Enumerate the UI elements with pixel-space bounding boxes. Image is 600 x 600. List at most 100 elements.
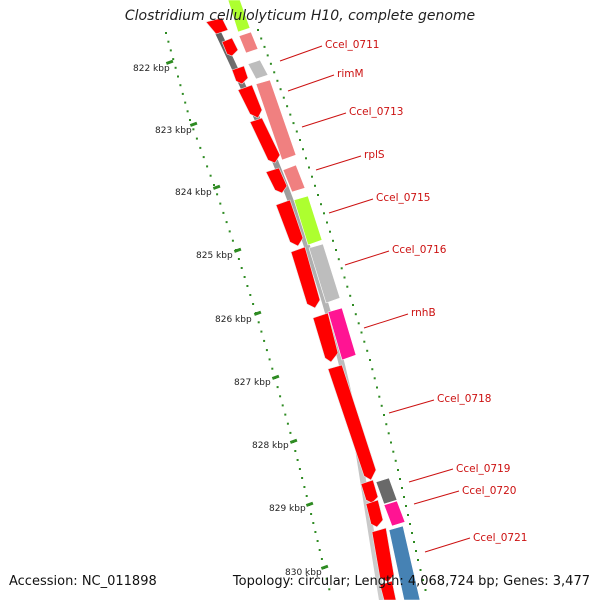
scale-dot (269, 62, 272, 65)
scale-dot (332, 239, 334, 242)
gene-label-0713[interactable]: Ccel_0713 (349, 106, 403, 118)
cds-arrow-0[interactable] (205, 17, 229, 35)
tick-mark-829 (305, 501, 314, 507)
gene-box-0711[interactable] (238, 31, 259, 54)
scale-dot (314, 184, 316, 187)
scale-dot (337, 258, 340, 261)
scale-dot (411, 532, 413, 534)
scale-dot (172, 58, 175, 61)
gene-box-rnhb[interactable] (327, 307, 357, 361)
accession-text: Accession: NC_011898 (9, 574, 157, 589)
gene-label-0716[interactable]: Ccel_0716 (392, 244, 447, 256)
scale-dot (286, 422, 289, 425)
cds-arrow-6[interactable] (275, 199, 304, 247)
gene-label-0719[interactable]: Ccel_0719 (456, 463, 510, 475)
gene-box-0720[interactable] (383, 500, 406, 527)
cds-arrow-4[interactable] (249, 117, 281, 164)
scale-dot (216, 193, 219, 196)
gene-label-rpls[interactable]: rplS (364, 149, 385, 161)
cds-arrow-3[interactable] (237, 84, 263, 119)
scale-dot (403, 496, 405, 498)
scale-dot (397, 469, 399, 471)
scale-dot (354, 313, 357, 316)
scale-dot (292, 122, 295, 125)
cds-arrow-7[interactable] (290, 246, 321, 309)
scale-dot (294, 450, 297, 452)
gene-label-0721[interactable]: Ccel_0721 (473, 532, 527, 544)
scale-dot (268, 358, 271, 361)
scale-dot (349, 294, 352, 297)
cds-arrow-9[interactable] (327, 364, 377, 481)
cds-arrow-12[interactable] (371, 527, 395, 583)
scale-dot (407, 514, 409, 516)
gene-label-0711[interactable]: Ccel_0711 (325, 39, 379, 51)
scale-dot (320, 558, 323, 560)
gene-box-0716[interactable] (308, 243, 341, 304)
callout-lines (279, 45, 471, 553)
scale-dot (303, 486, 306, 488)
tick-label-822: 822 kbp (133, 64, 170, 74)
scale-dot (289, 431, 292, 434)
tick-mark-825 (233, 247, 242, 253)
scale-dot (302, 148, 304, 151)
scale-dot (213, 184, 215, 186)
scale-dot (243, 276, 246, 278)
scale-dot (222, 211, 225, 214)
scale-dot (305, 495, 308, 497)
cds-arrow-2[interactable] (231, 65, 249, 85)
scale-dot (390, 441, 392, 444)
tick-mark-824 (212, 184, 221, 190)
scale-dot (184, 101, 187, 104)
scale-dot (373, 377, 376, 380)
callout-0711 (279, 45, 323, 62)
tick-mark-826 (253, 310, 262, 316)
scale-dot (177, 75, 179, 78)
cds-arrow-5[interactable] (265, 167, 288, 194)
scale-dot (174, 66, 177, 69)
scale-dot (343, 276, 346, 279)
scale-dot (189, 119, 191, 121)
tick-label-825: 825 kbp (196, 251, 233, 261)
page-title: Clostridium cellulolyticum H10, complete… (124, 8, 476, 24)
scale-dot (363, 340, 366, 343)
scale-dot (263, 45, 266, 48)
gene-box-top-green[interactable] (227, 0, 251, 33)
cds-arrow-13[interactable] (379, 580, 397, 600)
gene-box-rpls[interactable] (282, 164, 306, 193)
scale-dot (273, 71, 276, 74)
cds-arrow-1[interactable] (221, 37, 239, 57)
callout-0719 (408, 468, 454, 483)
scale-dot (415, 550, 417, 552)
scale-dot (369, 359, 371, 361)
cds-arrow-11[interactable] (365, 499, 384, 528)
gene-label-rnhb[interactable]: rnhB (411, 307, 436, 319)
gene-label-rimm[interactable]: rimM (337, 68, 364, 80)
scale-dot (335, 249, 337, 251)
gene-label-0718[interactable]: Ccel_0718 (437, 393, 491, 405)
gene-box-rimm[interactable] (247, 59, 269, 80)
scale-dot (240, 267, 243, 269)
scale-dot (225, 221, 228, 224)
scale-dot (409, 523, 411, 525)
scale-dot (231, 239, 234, 242)
callout-rpls (315, 155, 362, 171)
scale-dot (357, 322, 360, 325)
scale-dot (314, 531, 317, 533)
scale-dot (265, 349, 268, 352)
gene-box-0715[interactable] (293, 195, 323, 246)
cds-arrow-10[interactable] (360, 479, 379, 504)
scale-dot (165, 32, 167, 34)
scale-dot (405, 505, 407, 507)
scale-ticks: 822 kbp 823 kbp 824 kbp 825 kbp 826 kbp … (133, 59, 329, 578)
scale-dot (340, 267, 343, 270)
scale-dot (257, 29, 259, 31)
cds-arrow-8[interactable] (312, 312, 339, 363)
gene-box-0719[interactable] (375, 477, 398, 505)
scale-dot (383, 414, 385, 416)
gene-label-0715[interactable]: Ccel_0715 (376, 192, 430, 204)
gene-box-0713[interactable] (255, 79, 297, 161)
scale-dot (209, 174, 212, 177)
gene-label-0720[interactable]: Ccel_0720 (462, 485, 516, 497)
gene-box-0721[interactable] (388, 525, 421, 600)
gene-track (227, 0, 421, 600)
